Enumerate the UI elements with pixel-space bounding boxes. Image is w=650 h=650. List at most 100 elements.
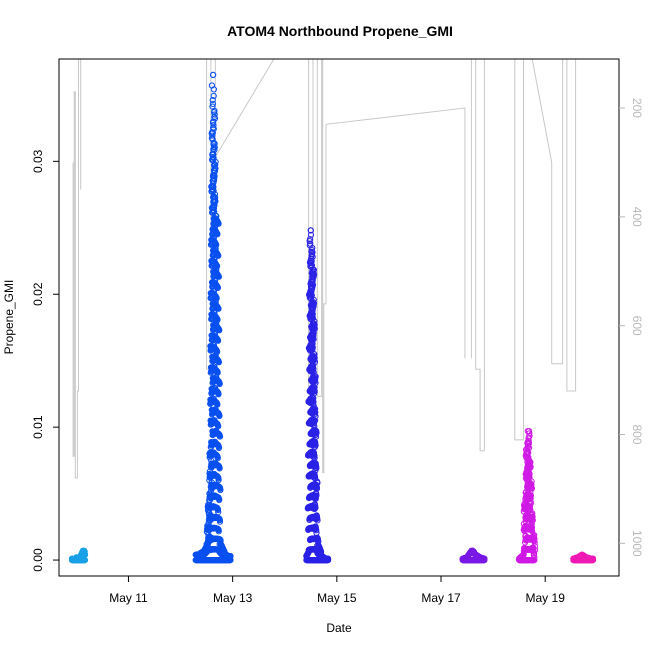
data-point [215, 273, 222, 280]
data-point [310, 362, 317, 369]
data-point [310, 395, 317, 402]
data-point [308, 285, 316, 292]
data-point [481, 555, 488, 562]
data-point [216, 541, 223, 548]
data-point [309, 307, 316, 314]
data-point [312, 379, 319, 386]
data-point [209, 153, 216, 161]
data-point [215, 305, 222, 312]
data-point [211, 193, 218, 201]
data-point [216, 433, 224, 440]
pressure-lines [72, 58, 577, 479]
pressure-line [316, 58, 466, 474]
data-point [313, 429, 320, 437]
x-tick-label: May 17 [421, 591, 461, 605]
data-point [322, 555, 330, 562]
data-point [529, 510, 536, 517]
data-point [310, 303, 317, 310]
data-point [211, 111, 218, 118]
data-point [211, 144, 218, 151]
pressure-line [566, 59, 577, 392]
axes: May 11 May 13 May 15 May 17 May 19 0.00 0.01 0.… [31, 98, 644, 605]
data-point [309, 253, 316, 260]
data-point [579, 551, 586, 558]
data-point [307, 227, 314, 234]
data-point [312, 442, 319, 449]
data-point [216, 518, 224, 525]
y2-tick-label: 1000 [630, 530, 644, 557]
data-point [216, 412, 223, 420]
data-point [225, 553, 232, 560]
data-point [312, 467, 319, 474]
data-point [213, 295, 220, 302]
data-point [212, 161, 219, 168]
data-point [210, 180, 217, 187]
data-point [531, 550, 538, 557]
data-point [472, 551, 479, 558]
data-point [214, 506, 222, 514]
data-point [477, 554, 484, 561]
x-tick-label: May 11 [109, 591, 148, 605]
data-point [309, 311, 316, 318]
data-point [311, 384, 318, 391]
data-point [525, 440, 533, 447]
data-point [211, 146, 218, 154]
data-point [587, 555, 594, 562]
data-point [309, 271, 317, 278]
data-point [309, 315, 317, 322]
x-tick-label: May 15 [317, 591, 357, 605]
data-point [214, 401, 221, 408]
data-point [526, 505, 533, 513]
data-point [528, 524, 536, 531]
x-tick-label: May 13 [213, 591, 253, 605]
data-point [531, 532, 538, 539]
data-point [525, 437, 532, 444]
y-tick-label: 0.03 [31, 149, 45, 173]
data-point [526, 463, 534, 471]
data-point [310, 300, 318, 307]
data-point [312, 373, 319, 380]
data-point [211, 143, 218, 150]
data-point [214, 455, 221, 462]
data-point [314, 542, 321, 549]
data-point [313, 529, 320, 537]
y2-tick-label: 400 [630, 207, 644, 227]
data-point [210, 205, 218, 212]
data-point [212, 194, 219, 201]
data-point [214, 263, 221, 270]
data-point [215, 476, 222, 484]
data-point [215, 423, 222, 430]
data-point [313, 492, 320, 499]
data-point [325, 555, 332, 562]
data-point [210, 125, 217, 132]
data-point [214, 348, 221, 355]
data-point [211, 176, 218, 183]
data-point [211, 107, 218, 114]
data-point [205, 510, 212, 517]
data-point [312, 413, 319, 420]
data-point [524, 428, 531, 435]
data-point [311, 318, 318, 325]
data-point [312, 376, 319, 383]
data-point [81, 551, 89, 558]
data-point [212, 158, 219, 165]
data-point [310, 402, 317, 409]
data-point [527, 495, 534, 502]
data-point [209, 150, 216, 157]
data-point [214, 369, 221, 376]
data-point [531, 535, 538, 542]
data-point [529, 517, 536, 524]
data-point [215, 444, 223, 452]
pressure-line [514, 59, 524, 441]
data-point [209, 100, 216, 108]
y-tick-label: 0.00 [31, 548, 45, 572]
pressure-line [531, 58, 564, 365]
data-point [310, 365, 317, 372]
data-point [77, 553, 84, 560]
data-point [310, 329, 317, 336]
data-point [311, 454, 318, 462]
data-point [312, 409, 319, 416]
data-point [305, 549, 312, 556]
data-point [210, 187, 217, 194]
data-point [213, 241, 220, 248]
